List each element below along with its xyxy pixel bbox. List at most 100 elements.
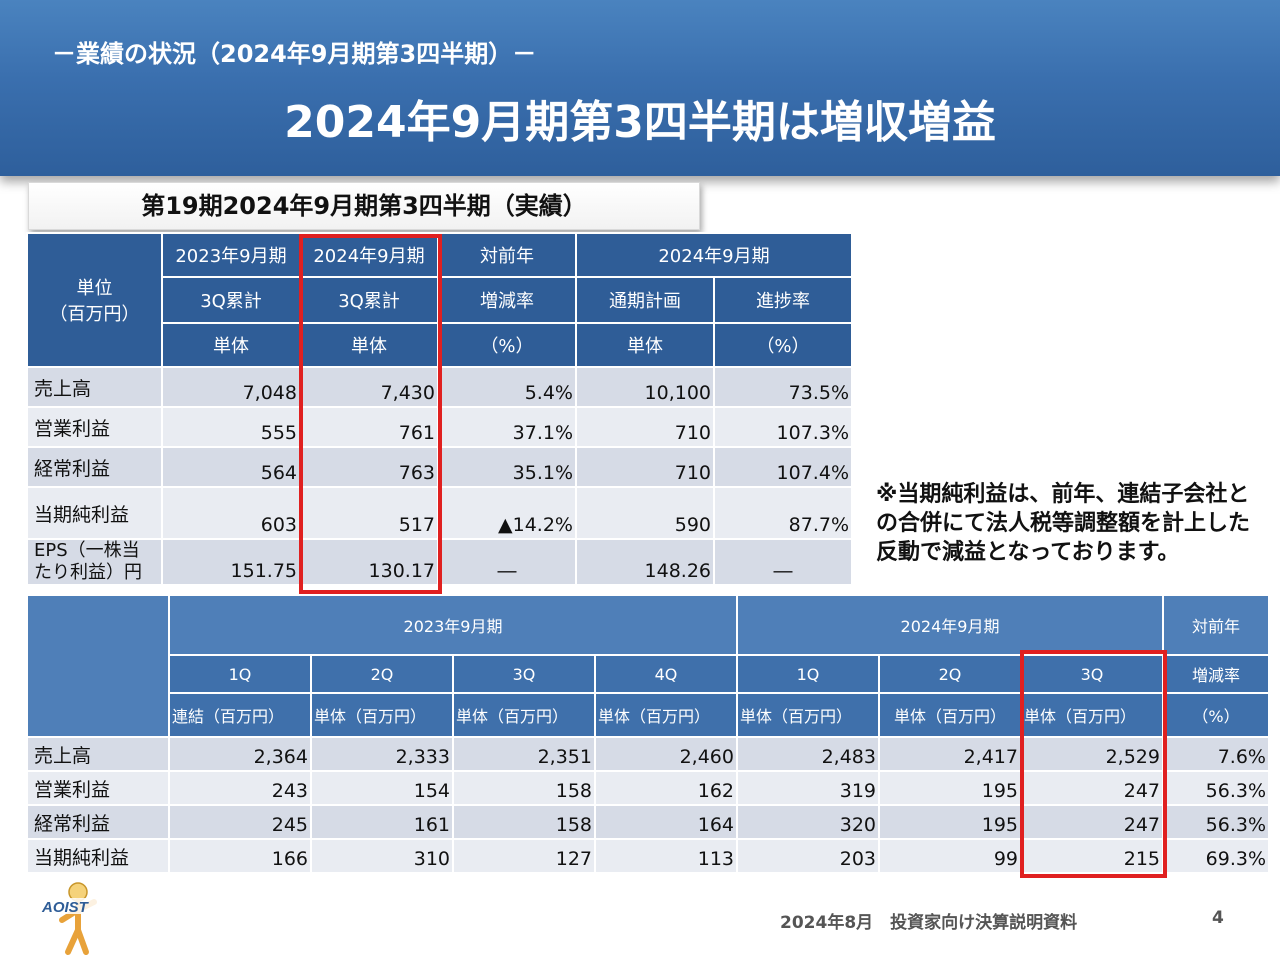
table-cell: 7,048 <box>161 366 301 408</box>
row-label: 当期純利益 <box>26 838 170 874</box>
row-label: 当期純利益 <box>26 486 163 540</box>
table-cell: 310 <box>310 838 454 874</box>
slide-title-text: 2024年9月期第3四半期は増収増益 <box>284 97 996 148</box>
col-subheader: 増減率 <box>437 276 577 324</box>
table-row: 売上高 2,364 2,333 2,351 2,460 2,483 2,417 … <box>26 736 1270 772</box>
col-unit: 単体（百万円） <box>878 692 1022 738</box>
table-row: 営業利益 555 761 37.1% 710 107.3% <box>26 406 853 448</box>
col-header: 2024年9月期 <box>736 594 1164 656</box>
mascot-logo-icon: AOIST <box>40 882 112 955</box>
col-unit: （%） <box>437 322 577 368</box>
col-unit: 連結（百万円） <box>168 692 312 738</box>
table-cell: 2,460 <box>594 736 738 772</box>
col-subheader: 4Q <box>594 654 738 694</box>
col-header: 対前年 <box>1162 594 1270 656</box>
quarterly-results-table: 2023年9月期 2024年9月期 対前年 1Q 2Q 3Q 4Q 1Q 2Q … <box>26 594 1270 874</box>
table-cell: 564 <box>161 446 301 488</box>
table-cell: 710 <box>575 406 715 448</box>
logo-text: AOIST <box>41 899 90 916</box>
table-cell: 603 <box>161 486 301 540</box>
table-cell: 148.26 <box>575 538 715 586</box>
col-unit: 単体（百万円） <box>594 692 738 738</box>
col-subheader: 1Q <box>736 654 880 694</box>
unit-label: 単位 <box>76 278 113 299</box>
table-row: 売上高 7,048 7,430 5.4% 10,100 73.5% <box>26 366 853 408</box>
table-cell: 99 <box>878 838 1022 874</box>
table-cell: 158 <box>452 770 596 806</box>
company-logo: AOIST <box>40 880 120 956</box>
table-cell: 245 <box>168 804 312 840</box>
table-cell: ― <box>437 538 577 586</box>
slide-header: －業績の状況（2024年9月期第3四半期）－ 2024年9月期第3四半期は増収増… <box>0 0 1280 176</box>
col-header: 2024年9月期 <box>575 232 853 278</box>
col-subheader: 3Q累計 <box>299 276 439 324</box>
table-cell: 590 <box>575 486 715 540</box>
col-unit: 単体 <box>299 322 439 368</box>
table-cell: ― <box>713 538 853 586</box>
row-label: 経常利益 <box>26 446 163 488</box>
table-cell: 555 <box>161 406 301 448</box>
table-cell: 710 <box>575 446 715 488</box>
corner-header <box>26 594 170 738</box>
table-cell: 203 <box>736 838 880 874</box>
eps-label-line2: たり利益）円 <box>34 562 142 583</box>
table-row: 当期純利益 166 310 127 113 203 99 215 69.3% <box>26 838 1270 874</box>
col-unit: 単体（百万円） <box>452 692 596 738</box>
row-label: 売上高 <box>26 366 163 408</box>
table-cell: 195 <box>878 804 1022 840</box>
table-cell: 10,100 <box>575 366 715 408</box>
table-cell: 158 <box>452 804 596 840</box>
col-subheader: 1Q <box>168 654 312 694</box>
col-unit: 単体（百万円） <box>1020 692 1164 738</box>
table-cell: ▲14.2% <box>437 486 577 540</box>
table-cell: 243 <box>168 770 312 806</box>
footer-caption: 2024年8月 投資家向け決算説明資料 <box>780 913 1078 933</box>
table-cell: 195 <box>878 770 1022 806</box>
col-subheader: 進捗率 <box>713 276 853 324</box>
col-unit: 単体（百万円） <box>736 692 880 738</box>
table-cell: 319 <box>736 770 880 806</box>
table-cell: 2,483 <box>736 736 880 772</box>
table-cell: 763 <box>299 446 439 488</box>
page-number: 4 <box>1212 908 1224 928</box>
table-cell: 761 <box>299 406 439 448</box>
col-subheader: 3Q <box>452 654 596 694</box>
table-cell: 113 <box>594 838 738 874</box>
slide-title: 2024年9月期第3四半期は増収増益 <box>0 86 1280 150</box>
table-cell: 215 <box>1020 838 1164 874</box>
table-cell: 37.1% <box>437 406 577 448</box>
table-cell: 73.5% <box>713 366 853 408</box>
row-label: 売上高 <box>26 736 170 772</box>
table-row: 営業利益 243 154 158 162 319 195 247 56.3% <box>26 770 1270 806</box>
table-cell: 5.4% <box>437 366 577 408</box>
table-row: EPS（一株当 たり利益）円 151.75 130.17 ― 148.26 ― <box>26 538 853 586</box>
table-cell: 87.7% <box>713 486 853 540</box>
table-cell: 517 <box>299 486 439 540</box>
table-cell: 107.4% <box>713 446 853 488</box>
table-cell: 2,333 <box>310 736 454 772</box>
table-cell: 2,529 <box>1020 736 1164 772</box>
unit-header: 単位 （百万円） <box>26 232 163 368</box>
col-subheader: 3Q <box>1020 654 1164 694</box>
table-cell: 151.75 <box>161 538 301 586</box>
table-cell: 164 <box>594 804 738 840</box>
table-cell: 7,430 <box>299 366 439 408</box>
col-header: 2023年9月期 <box>161 232 301 278</box>
eps-label-line1: EPS（一株当 <box>34 540 140 561</box>
slide-subtitle: －業績の状況（2024年9月期第3四半期）－ <box>52 40 537 68</box>
table-row: 経常利益 564 763 35.1% 710 107.4% <box>26 446 853 488</box>
col-subheader: 2Q <box>310 654 454 694</box>
row-label: 営業利益 <box>26 770 170 806</box>
table-cell: 247 <box>1020 770 1164 806</box>
table-cell: 2,351 <box>452 736 596 772</box>
table-cell: 56.3% <box>1162 770 1270 806</box>
section-title: 第19期2024年9月期第3四半期（実績） <box>28 182 700 230</box>
table-row: 当期純利益 603 517 ▲14.2% 590 87.7% <box>26 486 853 540</box>
col-header: 2024年9月期 <box>299 232 439 278</box>
table-cell: 56.3% <box>1162 804 1270 840</box>
table-cell: 161 <box>310 804 454 840</box>
table-cell: 247 <box>1020 804 1164 840</box>
table-cell: 2,417 <box>878 736 1022 772</box>
table-cell: 130.17 <box>299 538 439 586</box>
table-cell: 320 <box>736 804 880 840</box>
